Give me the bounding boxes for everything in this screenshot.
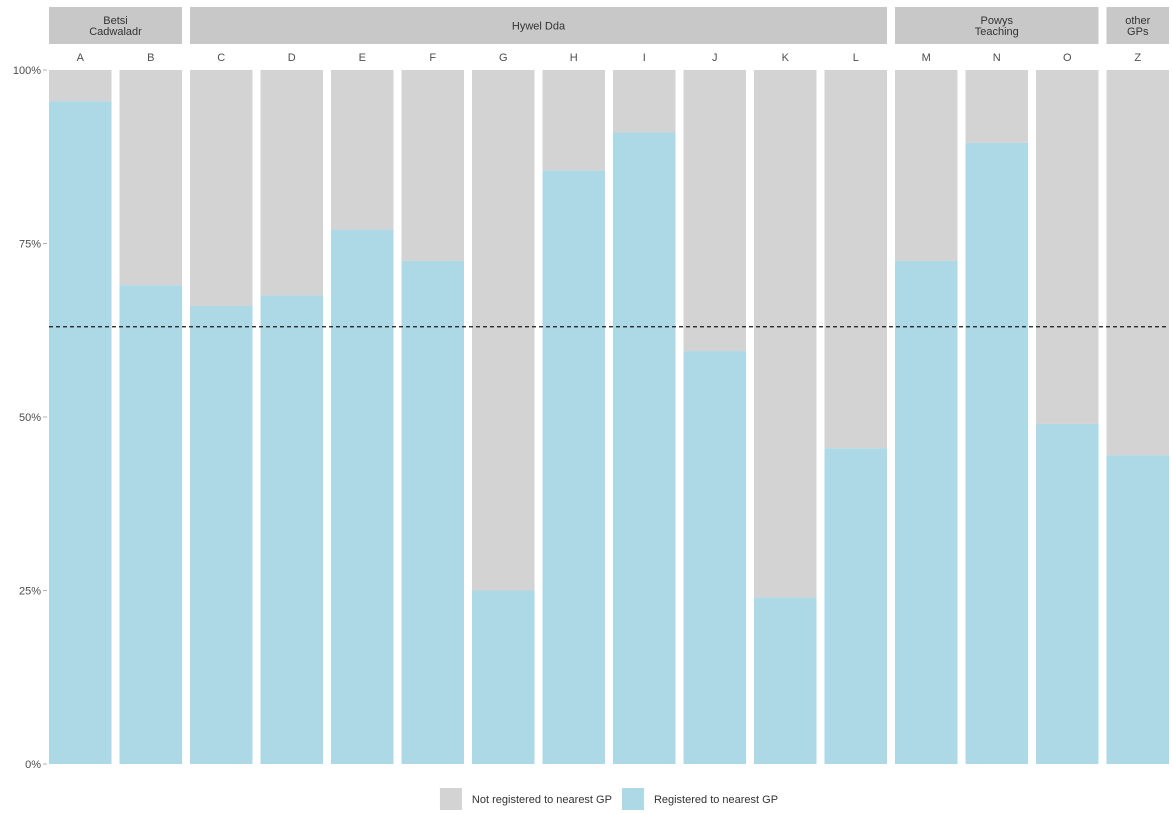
- x-tick-label: G: [499, 52, 508, 64]
- legend: Not registered to nearest GP Registered t…: [439, 788, 778, 810]
- x-tick-label: H: [570, 52, 578, 64]
- bar-not-registered-H: [542, 70, 605, 171]
- facet-strip-betsi-cadwaladr: [49, 7, 182, 44]
- facet-strip-label: GPs: [1127, 26, 1149, 38]
- bar-registered-O: [1036, 423, 1099, 764]
- facet-strip-label: Betsi: [103, 15, 127, 27]
- facet-strip-other-gps: [1106, 7, 1169, 44]
- x-tick-label: O: [1063, 52, 1072, 64]
- x-tick-label: K: [782, 52, 790, 64]
- x-tick-label: M: [922, 52, 931, 64]
- bar-registered-C: [190, 305, 253, 764]
- bar-not-registered-F: [401, 70, 464, 261]
- facet-strip-label: Hywel Dda: [512, 21, 566, 33]
- x-tick-label: Z: [1134, 52, 1141, 64]
- bar-not-registered-D: [260, 70, 323, 296]
- bars: [49, 70, 1169, 765]
- x-tick-label: E: [359, 52, 366, 64]
- bar-not-registered-B: [119, 70, 182, 286]
- x-tick-label: C: [217, 52, 225, 64]
- bar-not-registered-M: [895, 70, 958, 261]
- bar-not-registered-K: [754, 70, 817, 598]
- bar-not-registered-O: [1036, 70, 1099, 424]
- y-tick-label: 50%: [19, 412, 41, 424]
- facet-strip-label: Teaching: [975, 26, 1019, 38]
- bar-registered-N: [965, 142, 1028, 764]
- bar-not-registered-A: [49, 70, 112, 102]
- y-tick-label: 25%: [19, 586, 41, 598]
- x-tick-label: A: [77, 52, 85, 64]
- x-tick-label: N: [993, 52, 1001, 64]
- bar-registered-M: [895, 260, 958, 764]
- x-tick-label: I: [643, 52, 646, 64]
- x-tick-label: J: [712, 52, 718, 64]
- x-tick-label: D: [288, 52, 296, 64]
- legend-label: Registered to nearest GP: [654, 794, 778, 806]
- bar-not-registered-L: [824, 70, 887, 449]
- y-axis: 0% 25% 50% 75% 100%: [13, 65, 47, 771]
- bar-not-registered-Z: [1106, 70, 1169, 456]
- bar-not-registered-C: [190, 70, 253, 306]
- bar-registered-A: [49, 101, 112, 765]
- facet-strip-label: other: [1125, 15, 1150, 27]
- legend-label: Not registered to nearest GP: [472, 794, 612, 806]
- facet-strip-label: Cadwaladr: [89, 26, 142, 38]
- bar-registered-H: [542, 170, 605, 764]
- y-tick-label: 100%: [13, 65, 41, 77]
- bar-not-registered-J: [683, 70, 746, 352]
- bar-not-registered-E: [331, 70, 394, 230]
- y-tick-label: 75%: [19, 239, 41, 251]
- bar-registered-E: [331, 229, 394, 764]
- bar-registered-Z: [1106, 455, 1169, 764]
- bar-registered-B: [119, 285, 182, 764]
- x-tick-label: F: [429, 52, 436, 64]
- bar-registered-I: [613, 132, 676, 764]
- bar-registered-K: [754, 597, 817, 764]
- legend-key: [439, 788, 462, 810]
- legend-key: [621, 788, 644, 810]
- x-tick-label: L: [853, 52, 859, 64]
- facet-strip-label: Powys: [981, 15, 1014, 27]
- facet-strip-hywel-dda: [190, 7, 887, 44]
- bar-not-registered-N: [965, 70, 1028, 143]
- bar-registered-D: [260, 295, 323, 764]
- y-tick-label: 0%: [25, 759, 41, 771]
- x-tick-label: B: [147, 52, 154, 64]
- bar-registered-G: [472, 590, 535, 764]
- facet-strip-powys-teaching: [895, 7, 1099, 44]
- bar-not-registered-I: [613, 70, 676, 133]
- bar-registered-L: [824, 448, 887, 764]
- bar-not-registered-G: [472, 70, 535, 591]
- bar-registered-J: [683, 351, 746, 764]
- bar-registered-F: [401, 260, 464, 764]
